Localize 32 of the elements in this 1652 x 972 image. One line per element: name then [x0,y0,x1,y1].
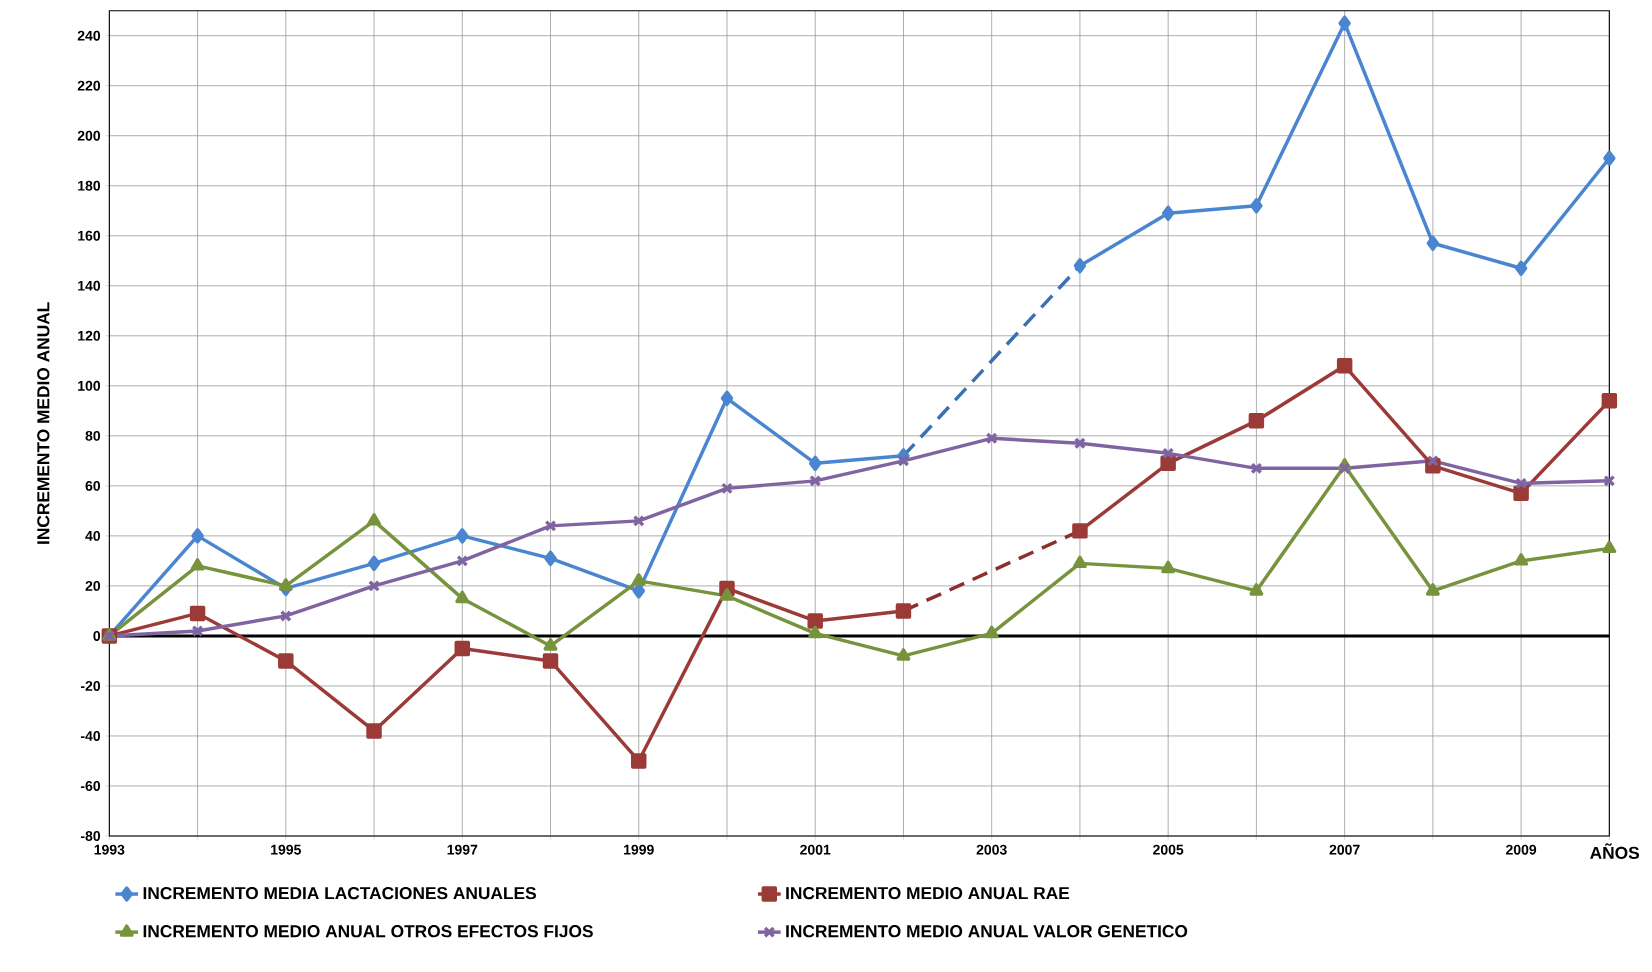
y-tick-label: 140 [78,280,101,291]
y-tick-label: 240 [77,30,101,41]
x-tick-label: 1997 [447,844,478,855]
x-tick-label: 2007 [1329,844,1360,855]
x-tick-label: 2009 [1506,844,1537,855]
x-tick-label: 2001 [800,844,831,855]
y-tick-label: 120 [78,330,101,341]
y-tick-label: -20 [80,680,101,691]
legend-label: INCREMENTO MEDIO ANUAL VALOR GENETICO [786,925,1188,938]
y-tick-label: -80 [80,831,101,841]
y-tick-label: 220 [77,80,101,91]
legend-label: INCREMENTO MEDIA LACTACIONES ANUALES [143,886,536,900]
y-tick-label: 100 [78,380,101,391]
y-tick-label: -40 [80,731,101,741]
y-tick-label: 160 [78,230,101,241]
legend-label: INCREMENTO MEDIO ANUAL RAE [786,886,1070,900]
y-tick-label: 80 [85,430,101,441]
y-tick-label: 40 [85,530,101,541]
y-tick-label: 60 [85,480,101,491]
x-tick-label: 2003 [976,844,1007,855]
legend-label: INCREMENTO MEDIO ANUAL OTROS EFECTOS FIJOS [143,925,593,938]
x-tick-label: 2005 [1153,844,1184,855]
y-tick-label: -60 [80,781,101,791]
y-tick-label: 180 [78,180,101,191]
x-tick-label: 1995 [271,844,301,855]
y-tick-label: 20 [85,580,101,591]
y-axis-title: INCREMENTO MEDIO ANUAL [37,302,50,544]
x-axis-title: AÑOS [1590,843,1640,859]
x-tick-label: 1993 [94,844,125,855]
y-tick-label: 0 [93,630,101,641]
y-tick-label: 200 [77,130,101,141]
x-tick-label: 1999 [624,844,654,855]
